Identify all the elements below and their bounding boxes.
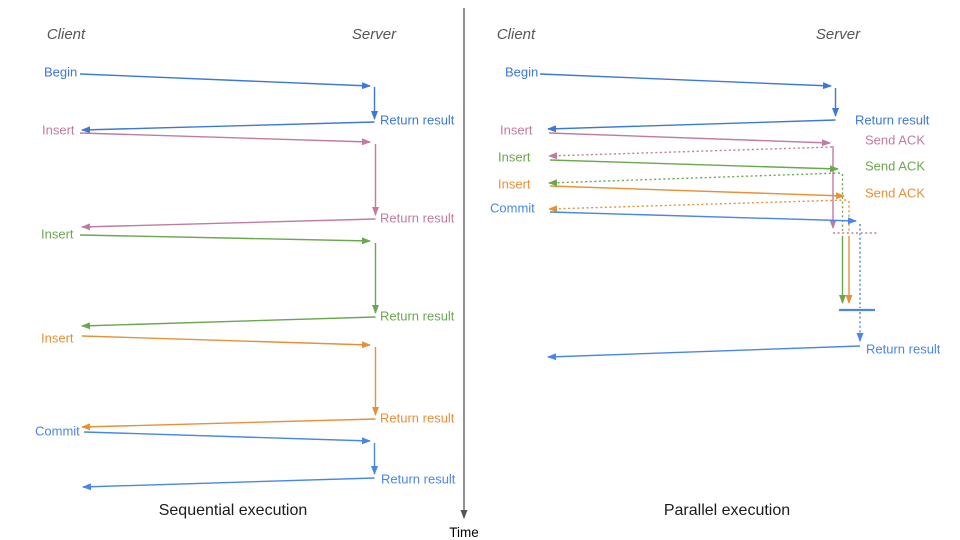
return-result-label: Return result (380, 309, 455, 324)
commit-label: Commit (490, 201, 535, 216)
commit-label: Commit (35, 424, 80, 439)
return-result-label: Return result (380, 113, 455, 128)
parallel-client-header: Client (496, 26, 536, 43)
insert3-request-arrow (81, 335, 371, 349)
begin-label: Begin (44, 65, 77, 80)
sequential-caption: Sequential execution (158, 502, 308, 519)
insert3-return-arrow (81, 418, 376, 431)
insert-label: Insert (500, 123, 533, 138)
begin-request-arrow (539, 73, 832, 90)
insert-label: Insert (41, 331, 74, 346)
return-result-label: Return result (380, 211, 455, 226)
insert3-request-arrow (549, 185, 845, 200)
return-result-label: Return result (855, 113, 930, 128)
final-return-arrow (547, 345, 861, 361)
begin-label: Begin (505, 65, 538, 80)
return-result-label: Return result (866, 342, 941, 357)
send-ack-label: Send ACK (865, 133, 925, 148)
insert3-ack-arrow (548, 199, 847, 213)
commit-return-arrow (82, 477, 375, 491)
insert2-request-arrow (79, 234, 371, 245)
begin-return-arrow (547, 119, 836, 133)
insert-label: Insert (498, 150, 531, 165)
send-ack-label: Send ACK (865, 186, 925, 201)
begin-return-arrow (81, 121, 375, 134)
insert-label: Insert (498, 177, 531, 192)
commit-request-arrow (549, 211, 857, 225)
parallel-caption: Parallel execution (663, 502, 791, 519)
parallel-server-header: Server (815, 26, 861, 43)
send-ack-label: Send ACK (865, 159, 925, 174)
commit-request-arrow (83, 431, 371, 445)
begin-request-arrow (79, 73, 371, 90)
insert-label: Insert (42, 123, 75, 138)
insert2-return-arrow (81, 316, 376, 330)
insert2-request-arrow (549, 159, 839, 173)
insert1-request-arrow (548, 132, 831, 147)
insert1-request-arrow (79, 132, 371, 146)
return-result-label: Return result (381, 472, 456, 487)
insert1-return-arrow (81, 218, 376, 231)
return-result-label: Return result (380, 411, 455, 426)
time-axis-label: Time (449, 525, 479, 540)
insert2-ack-arrow (548, 172, 841, 187)
insert1-ack-arrow (548, 146, 833, 160)
insert-label: Insert (41, 227, 74, 242)
sequential-client-header: Client (46, 26, 86, 43)
sequential-server-header: Server (351, 26, 397, 43)
